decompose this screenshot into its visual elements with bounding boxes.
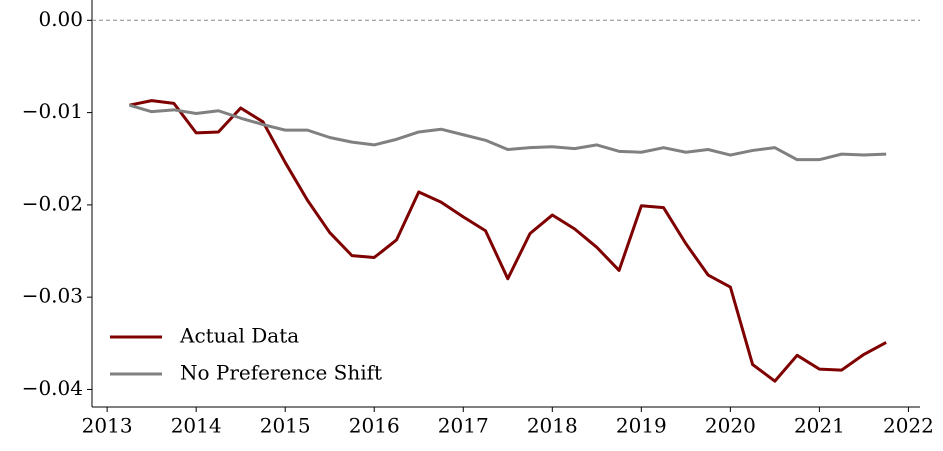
y-tick-label: −0.04 xyxy=(22,376,83,400)
y-tick-label: −0.03 xyxy=(22,284,83,308)
x-tick-label: 2017 xyxy=(438,414,489,438)
x-tick-label: 2016 xyxy=(349,414,400,438)
y-tick-label: 0.00 xyxy=(38,7,83,31)
x-tick-label: 2018 xyxy=(527,414,578,438)
x-tick-label: 2014 xyxy=(171,414,222,438)
series-line xyxy=(129,99,887,383)
x-tick-label: 2020 xyxy=(705,414,756,438)
x-tick-label: 2022 xyxy=(883,414,934,438)
x-tick-label: 2021 xyxy=(794,414,845,438)
legend-label: No Preference Shift xyxy=(180,361,382,385)
y-tick-label: −0.02 xyxy=(22,191,83,215)
series-line xyxy=(128,103,887,162)
x-tick-label: 2019 xyxy=(616,414,667,438)
legend-label: Actual Data xyxy=(179,324,299,348)
x-tick-label: 2015 xyxy=(260,414,311,438)
x-tick-label: 2013 xyxy=(82,414,133,438)
y-tick-label: −0.01 xyxy=(22,99,83,123)
